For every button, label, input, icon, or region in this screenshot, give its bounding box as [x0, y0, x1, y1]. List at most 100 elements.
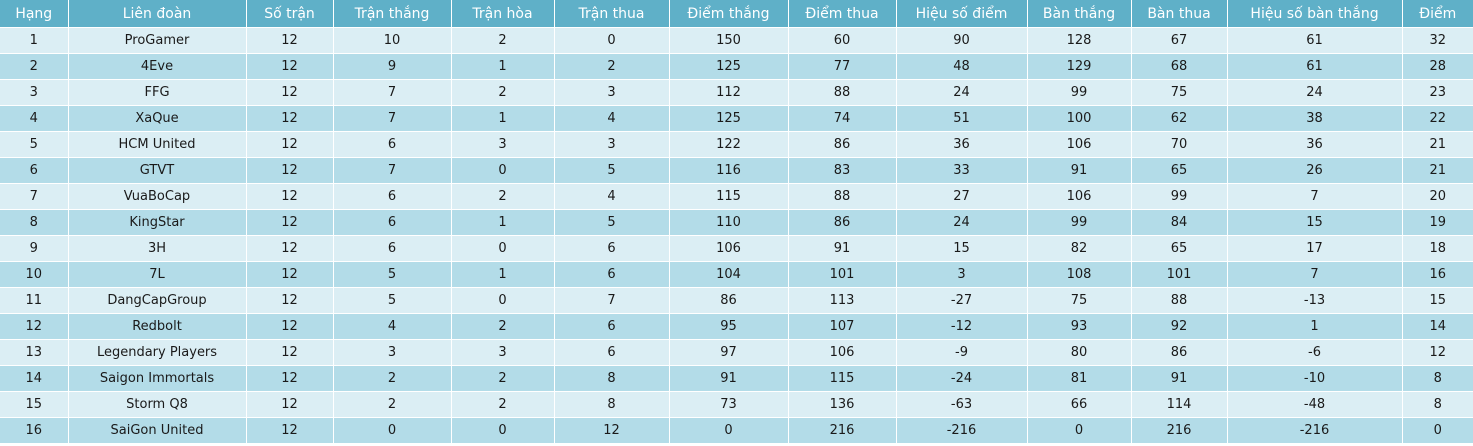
- table-cell: 12: [246, 391, 334, 418]
- team-name-cell: Saigon Immortals: [68, 365, 247, 392]
- table-cell: 27: [896, 183, 1028, 210]
- table-cell: 36: [1227, 131, 1403, 158]
- table-cell: 0: [554, 27, 670, 54]
- column-header[interactable]: Bàn thua: [1131, 0, 1228, 28]
- table-cell: 106: [1027, 183, 1132, 210]
- table-cell: 0: [1027, 417, 1132, 443]
- table-cell: 12: [0, 313, 69, 340]
- table-cell: 1: [451, 261, 555, 288]
- column-header[interactable]: Bàn thắng: [1027, 0, 1132, 28]
- team-name-cell: 7L: [68, 261, 247, 288]
- team-name-cell: HCM United: [68, 131, 247, 158]
- column-header[interactable]: Hiệu số bàn thắng: [1227, 0, 1403, 28]
- column-header[interactable]: Trận thắng: [333, 0, 452, 28]
- table-cell: 14: [0, 365, 69, 392]
- table-cell: 0: [451, 287, 555, 314]
- table-cell: -13: [1227, 287, 1403, 314]
- column-header[interactable]: Liên đoàn: [68, 0, 247, 28]
- table-cell: 136: [788, 391, 897, 418]
- table-cell: 99: [1027, 209, 1132, 236]
- table-cell: -24: [896, 365, 1028, 392]
- team-name-cell: GTVT: [68, 157, 247, 184]
- table-cell: 116: [669, 157, 789, 184]
- table-cell: 6: [333, 235, 452, 262]
- table-cell: 2: [554, 53, 670, 80]
- table-cell: 3: [896, 261, 1028, 288]
- table-cell: 10: [333, 27, 452, 54]
- table-cell: 8: [0, 209, 69, 236]
- table-cell: 2: [451, 79, 555, 106]
- table-cell: 2: [451, 183, 555, 210]
- table-cell: 6: [333, 131, 452, 158]
- column-header[interactable]: Số trận: [246, 0, 334, 28]
- team-name-cell: DangCapGroup: [68, 287, 247, 314]
- table-cell: 65: [1131, 235, 1228, 262]
- table-cell: 6: [554, 313, 670, 340]
- table-cell: 8: [1402, 365, 1473, 392]
- table-cell: 3: [451, 339, 555, 366]
- table-cell: 12: [246, 339, 334, 366]
- table-cell: 7: [333, 105, 452, 132]
- table-cell: 100: [1027, 105, 1132, 132]
- table-cell: 8: [554, 365, 670, 392]
- column-header[interactable]: Hiệu số điểm: [896, 0, 1028, 28]
- table-cell: 5: [333, 261, 452, 288]
- table-cell: 101: [1131, 261, 1228, 288]
- column-header[interactable]: Điểm thắng: [669, 0, 789, 28]
- table-cell: 113: [788, 287, 897, 314]
- table-cell: -9: [896, 339, 1028, 366]
- table-cell: 104: [669, 261, 789, 288]
- table-cell: 13: [0, 339, 69, 366]
- column-header[interactable]: Trận hòa: [451, 0, 555, 28]
- table-cell: 24: [896, 79, 1028, 106]
- team-name-cell: XaQue: [68, 105, 247, 132]
- table-cell: 7: [0, 183, 69, 210]
- table-cell: 12: [246, 131, 334, 158]
- team-name-cell: KingStar: [68, 209, 247, 236]
- table-cell: 2: [451, 365, 555, 392]
- table-cell: 12: [246, 365, 334, 392]
- table-cell: 81: [1027, 365, 1132, 392]
- table-cell: 216: [788, 417, 897, 443]
- table-cell: 20: [1402, 183, 1473, 210]
- table-cell: 12: [1402, 339, 1473, 366]
- table-cell: 21: [1402, 131, 1473, 158]
- table-cell: 28: [1402, 53, 1473, 80]
- table-row: 3 FFG 12 7 2 3 112 88 24 99 75 24 23: [0, 79, 1473, 106]
- table-cell: 66: [1027, 391, 1132, 418]
- table-cell: 2: [451, 27, 555, 54]
- table-row: 4 XaQue 12 7 1 4 125 74 51 100 62 38 22: [0, 105, 1473, 132]
- column-header[interactable]: Điểm: [1402, 0, 1473, 28]
- table-cell: -216: [1227, 417, 1403, 443]
- table-cell: 108: [1027, 261, 1132, 288]
- table-cell: 23: [1402, 79, 1473, 106]
- table-cell: 0: [1402, 417, 1473, 443]
- table-cell: 86: [669, 287, 789, 314]
- table-cell: 82: [1027, 235, 1132, 262]
- table-cell: 101: [788, 261, 897, 288]
- table-cell: 2: [0, 53, 69, 80]
- column-header[interactable]: Điểm thua: [788, 0, 897, 28]
- table-cell: 65: [1131, 157, 1228, 184]
- column-header[interactable]: Trận thua: [554, 0, 670, 28]
- table-cell: -216: [896, 417, 1028, 443]
- table-cell: 125: [669, 105, 789, 132]
- table-cell: 22: [1402, 105, 1473, 132]
- table-cell: 14: [1402, 313, 1473, 340]
- table-cell: 0: [451, 417, 555, 443]
- table-cell: 12: [246, 79, 334, 106]
- table-cell: 3: [451, 131, 555, 158]
- table-cell: 12: [246, 183, 334, 210]
- column-header[interactable]: Hạng: [0, 0, 69, 28]
- table-cell: 60: [788, 27, 897, 54]
- table-cell: 84: [1131, 209, 1228, 236]
- table-cell: 4: [333, 313, 452, 340]
- table-cell: 106: [1027, 131, 1132, 158]
- team-name-cell: 4Eve: [68, 53, 247, 80]
- table-cell: 33: [896, 157, 1028, 184]
- table-cell: 48: [896, 53, 1028, 80]
- table-cell: 16: [1402, 261, 1473, 288]
- table-cell: 4: [554, 183, 670, 210]
- table-cell: 90: [896, 27, 1028, 54]
- table-row: 11 DangCapGroup 12 5 0 7 86 113 -27 75 88 -13 15: [0, 287, 1473, 314]
